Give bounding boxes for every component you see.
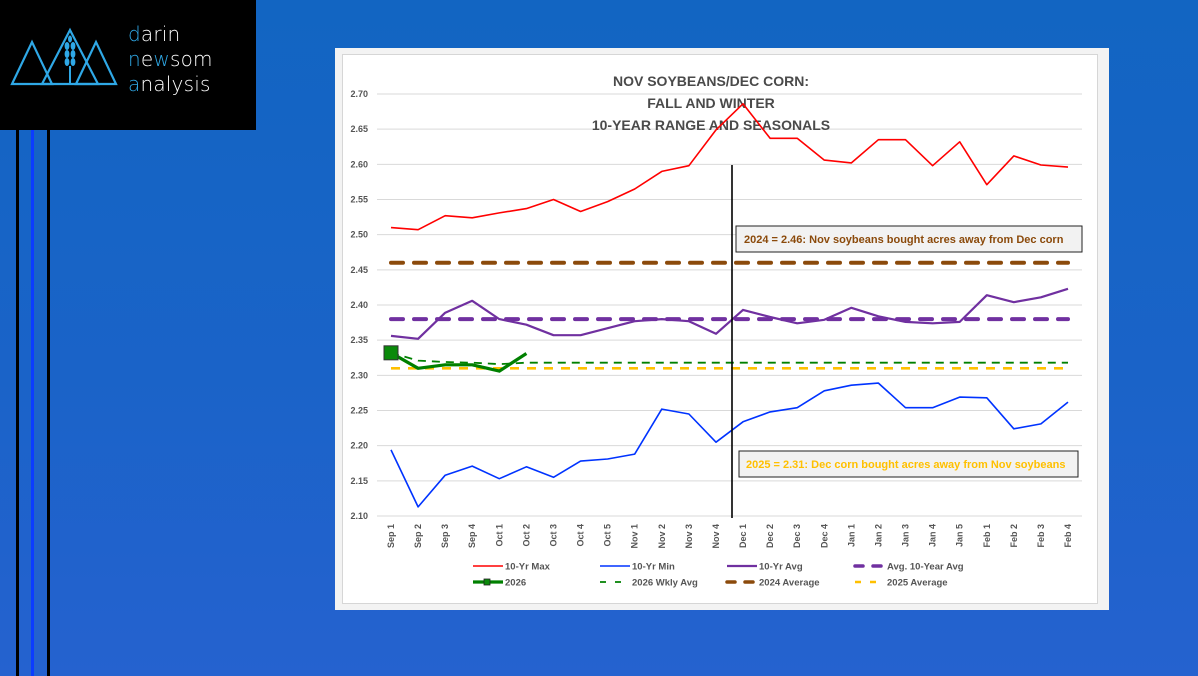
x-tick-label: Nov 1 — [630, 524, 640, 549]
series-line-10-yr-max — [390, 103, 1069, 231]
x-tick-label: Oct 1 — [494, 524, 504, 547]
brand-word: arin — [140, 22, 181, 46]
x-tick-label: Nov 2 — [657, 524, 667, 549]
y-tick-label: 2.50 — [350, 230, 368, 240]
brand-letter: d — [128, 22, 141, 46]
y-tick-label: 2.55 — [350, 195, 368, 205]
y-tick-label: 2.60 — [350, 159, 368, 169]
legend-label: 2026 Wkly Avg — [632, 578, 698, 589]
x-tick-label: Dec 1 — [738, 524, 748, 548]
brand-name: darin newsom analysis — [128, 22, 213, 97]
y-tick-label: 2.20 — [350, 441, 368, 451]
brand-word: nalysis — [140, 72, 211, 96]
brand-letter: a — [128, 72, 141, 96]
series-line-2026 — [390, 351, 528, 373]
brand-logo: darin newsom analysis — [0, 0, 256, 130]
legend-label: 2025 Average — [887, 578, 948, 589]
x-tick-label: Jan 1 — [846, 524, 856, 547]
x-tick-label: Sep 4 — [467, 524, 477, 548]
legend-label: 2024 Average — [759, 578, 820, 589]
annotation-2025-text: 2025 = 2.31: Dec corn bought acres away … — [746, 459, 1065, 471]
y-tick-label: 2.25 — [350, 406, 368, 416]
decor-bar — [16, 130, 19, 676]
x-tick-label: Jan 5 — [955, 524, 965, 547]
x-tick-label: Oct 5 — [603, 524, 613, 547]
x-tick-label: Oct 3 — [548, 524, 558, 547]
chart-title-line-3: 10-YEAR RANGE AND SEASONALS — [592, 117, 830, 133]
legend-label: 10-Yr Max — [505, 562, 551, 573]
legend-marker — [483, 578, 491, 586]
series-2026-marker — [383, 345, 399, 361]
x-tick-label: Dec 2 — [765, 524, 775, 548]
chart-title-line-2: FALL AND WINTER — [647, 95, 775, 111]
brand-letter: n — [128, 47, 141, 71]
x-tick-label: Sep 3 — [440, 524, 450, 548]
y-tick-label: 2.30 — [350, 370, 368, 380]
x-tick-label: Oct 2 — [521, 524, 531, 547]
y-tick-label: 2.45 — [350, 265, 368, 275]
wheat-mountains-icon — [10, 27, 118, 86]
x-tick-label: Oct 4 — [576, 524, 586, 547]
y-tick-label: 2.65 — [350, 124, 368, 134]
annotation-2024-text: 2024 = 2.46: Nov soybeans bought acres a… — [744, 234, 1064, 246]
decor-bar — [31, 130, 34, 676]
x-tick-label: Dec 4 — [819, 524, 829, 548]
x-tick-label: Sep 1 — [386, 524, 396, 548]
brand-word: e — [140, 47, 154, 71]
annotation-2025-box — [738, 450, 1079, 478]
legend-label: Avg. 10-Year Avg — [887, 562, 964, 573]
series-line-2026-wkly-avg — [390, 351, 1068, 366]
x-tick-label: Feb 2 — [1009, 524, 1019, 548]
x-tick-label: Dec 3 — [792, 524, 802, 548]
legend-label: 10-Yr Avg — [759, 562, 803, 573]
decor-bar — [47, 130, 50, 676]
y-tick-label: 2.40 — [350, 300, 368, 310]
chart-title-line-1: NOV SOYBEANS/DEC CORN: — [613, 73, 809, 89]
x-tick-label: Nov 3 — [684, 524, 694, 549]
y-tick-label: 2.15 — [350, 476, 368, 486]
x-tick-label: Sep 2 — [413, 524, 423, 548]
legend-label: 10-Yr Min — [632, 562, 675, 573]
brand-word: som — [169, 47, 213, 71]
x-tick-label: Feb 4 — [1063, 524, 1073, 548]
series-line-10-yr-avg — [390, 287, 1069, 340]
brand-letter: w — [153, 47, 170, 71]
x-tick-label: Nov 4 — [711, 524, 721, 549]
x-tick-label: Jan 3 — [901, 524, 911, 547]
x-tick-label: Jan 2 — [873, 524, 883, 547]
x-tick-label: Feb 3 — [1036, 524, 1046, 548]
legend-label: 2026 — [505, 578, 526, 589]
annotation-2024-box — [735, 225, 1083, 253]
x-tick-label: Feb 1 — [982, 524, 992, 548]
y-tick-label: 2.35 — [350, 335, 368, 345]
series-line-10-yr-min — [390, 382, 1069, 508]
y-tick-label: 2.10 — [350, 511, 368, 521]
x-tick-label: Jan 4 — [928, 524, 938, 547]
y-tick-label: 2.70 — [350, 89, 368, 99]
